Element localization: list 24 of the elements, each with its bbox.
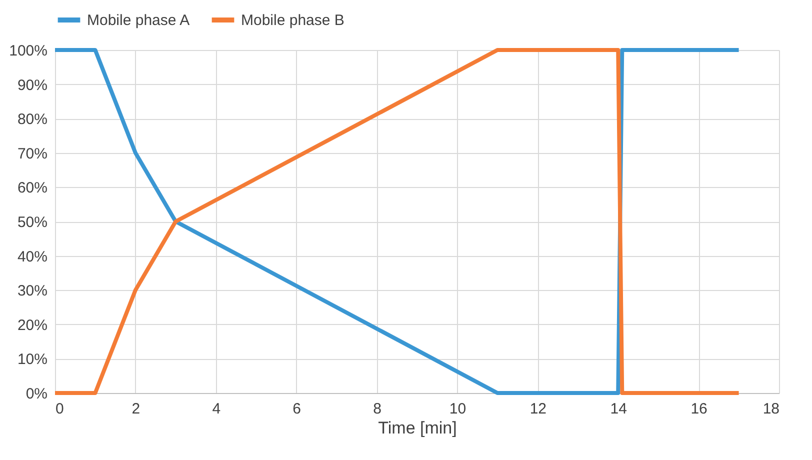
x-tick-label: 0 [56,400,64,418]
y-tick-label: 10% [17,351,48,368]
y-tick-label: 0% [26,386,48,402]
x-tick-label: 14 [610,400,627,418]
y-tick-label: 100% [9,42,48,60]
x-tick-label: 18 [762,400,780,418]
x-tick-label: 6 [292,400,302,418]
x-tick-label: 12 [530,400,547,418]
x-tick-label: 16 [690,400,708,418]
y-tick-label: 70% [17,145,48,162]
legend-label: Mobile phase B [241,12,344,29]
y-tick-label: 30% [17,282,48,300]
y-tick-label: 20% [17,316,48,334]
y-tick-label: 80% [17,111,48,128]
legend-label: Mobile phase A [87,12,190,29]
x-axis-title: Time [min] [378,418,457,438]
y-tick-label: 60% [17,180,48,197]
x-tick-label: 8 [373,400,382,418]
x-tick-label: 10 [449,400,466,418]
x-tick-label: 2 [132,400,140,418]
y-tick-label: 50% [17,214,48,231]
y-tick-label: 90% [17,76,48,94]
x-tick-label: 4 [212,400,221,418]
y-tick-label: 40% [17,248,48,266]
